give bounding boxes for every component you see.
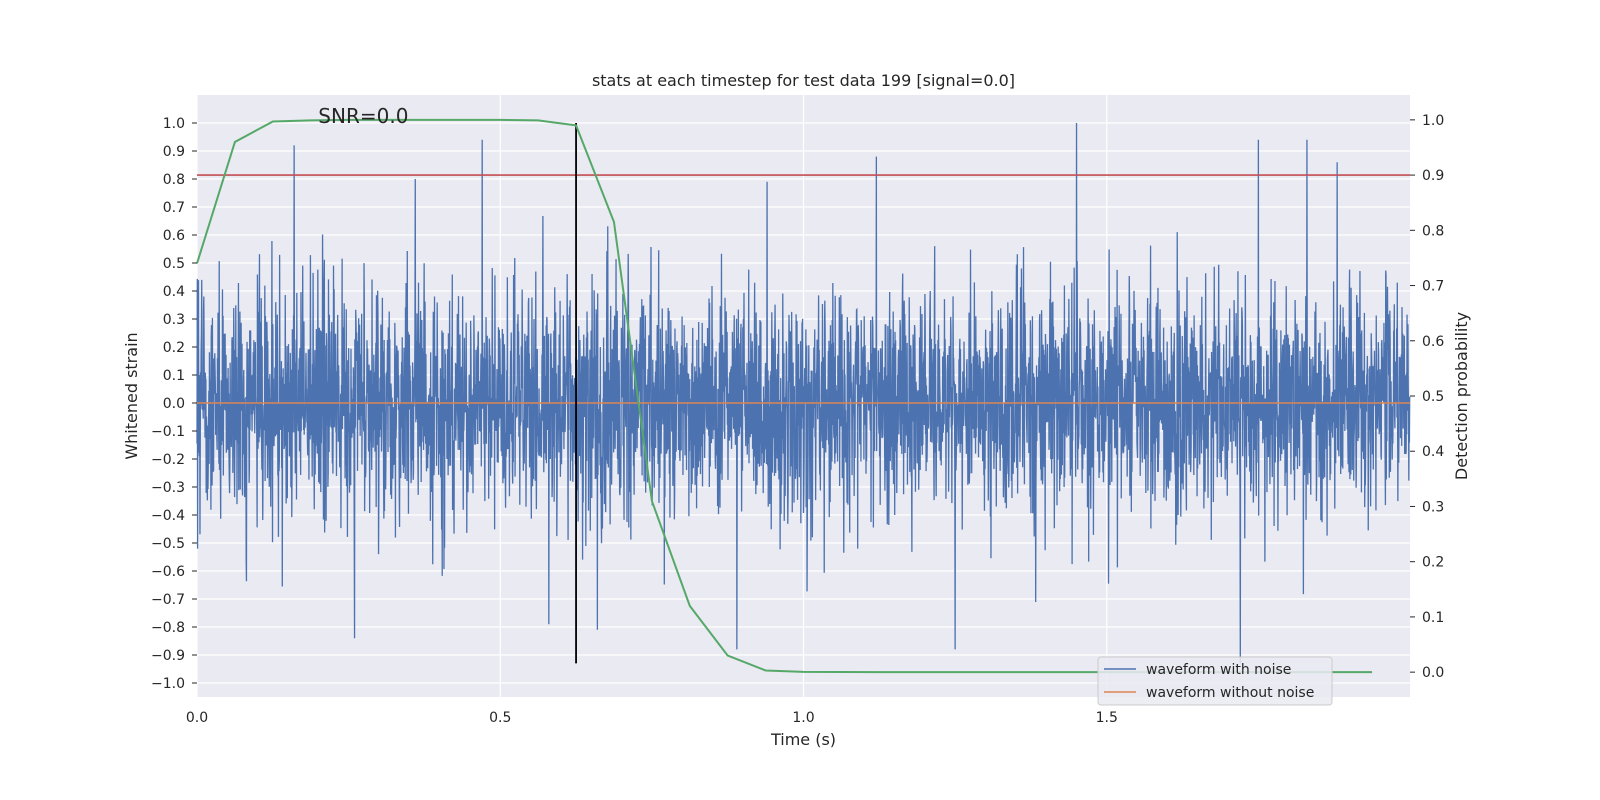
y2-tick-label: 0.1 (1422, 610, 1444, 626)
x-tick-label: 1.0 (792, 710, 814, 726)
y2-tick-label: 0.9 (1422, 168, 1444, 184)
y-tick-label: −1.0 (151, 676, 185, 692)
y-tick-label: −0.9 (151, 648, 185, 664)
legend-box (1097, 656, 1333, 706)
axes-layer: 1.0 0.9 0.8 0.7 0.6 0.5 0.4 0.3 0.2 0.1 0.0 −0.1 −0.… (151, 113, 1444, 726)
y2-tick-label: 0.5 (1422, 389, 1444, 405)
y-tick-label: 0.9 (163, 144, 185, 160)
snr-annotation: SNR=0.0 (318, 104, 408, 128)
y2-tick-label: 0.8 (1422, 223, 1444, 239)
y-tick-label: −0.1 (151, 424, 185, 440)
y-tick-label: −0.8 (151, 620, 185, 636)
y-tick-label: 0.4 (163, 284, 185, 300)
y2-tick-label: 0.3 (1422, 499, 1444, 515)
y-tick-label: 0.6 (163, 228, 185, 244)
x-tick-label: 0.5 (489, 710, 511, 726)
y-tick-label: 0.1 (163, 368, 185, 384)
y2-axis-label: Detection probability (1452, 312, 1471, 480)
y2-tick-label: 0.7 (1422, 279, 1444, 295)
x-axis-label: Time (s) (770, 730, 836, 749)
y-tick-label: 0.3 (163, 312, 185, 328)
x-tick-label: 1.5 (1096, 710, 1118, 726)
waveform-with-noise-line (196, 122, 1411, 664)
y-tick-label: 0.7 (163, 200, 185, 216)
y-tick-label: 0.5 (163, 256, 185, 272)
y-tick-label: −0.6 (151, 564, 185, 580)
y-tick-label: 0.0 (163, 396, 185, 412)
legend-label-clean: waveform without noise (1146, 685, 1314, 701)
y-tick-label: 1.0 (163, 116, 185, 132)
chart-title: stats at each timestep for test data 199… (592, 71, 1015, 90)
y-tick-label: 0.8 (163, 172, 185, 188)
x-tick-label: 0.0 (186, 710, 208, 726)
y-tick-label: 0.2 (163, 340, 185, 356)
y-tick-label: −0.4 (151, 508, 185, 524)
y-tick-label: −0.7 (151, 592, 185, 608)
y-tick-label: −0.5 (151, 536, 185, 552)
y2-tick-label: 0.0 (1422, 665, 1444, 681)
y2-tick-label: 0.2 (1422, 555, 1444, 571)
legend: waveform with noise waveform without noi… (1097, 656, 1333, 706)
y-axis-label: Whitened strain (122, 332, 141, 459)
y2-tick-label: 0.4 (1422, 444, 1444, 460)
y2-tick-label: 0.6 (1422, 334, 1444, 350)
y2-tick-label: 1.0 (1422, 113, 1444, 129)
y-tick-label: −0.2 (151, 452, 185, 468)
y-tick-label: −0.3 (151, 480, 185, 496)
legend-label-noisy: waveform with noise (1146, 662, 1291, 678)
